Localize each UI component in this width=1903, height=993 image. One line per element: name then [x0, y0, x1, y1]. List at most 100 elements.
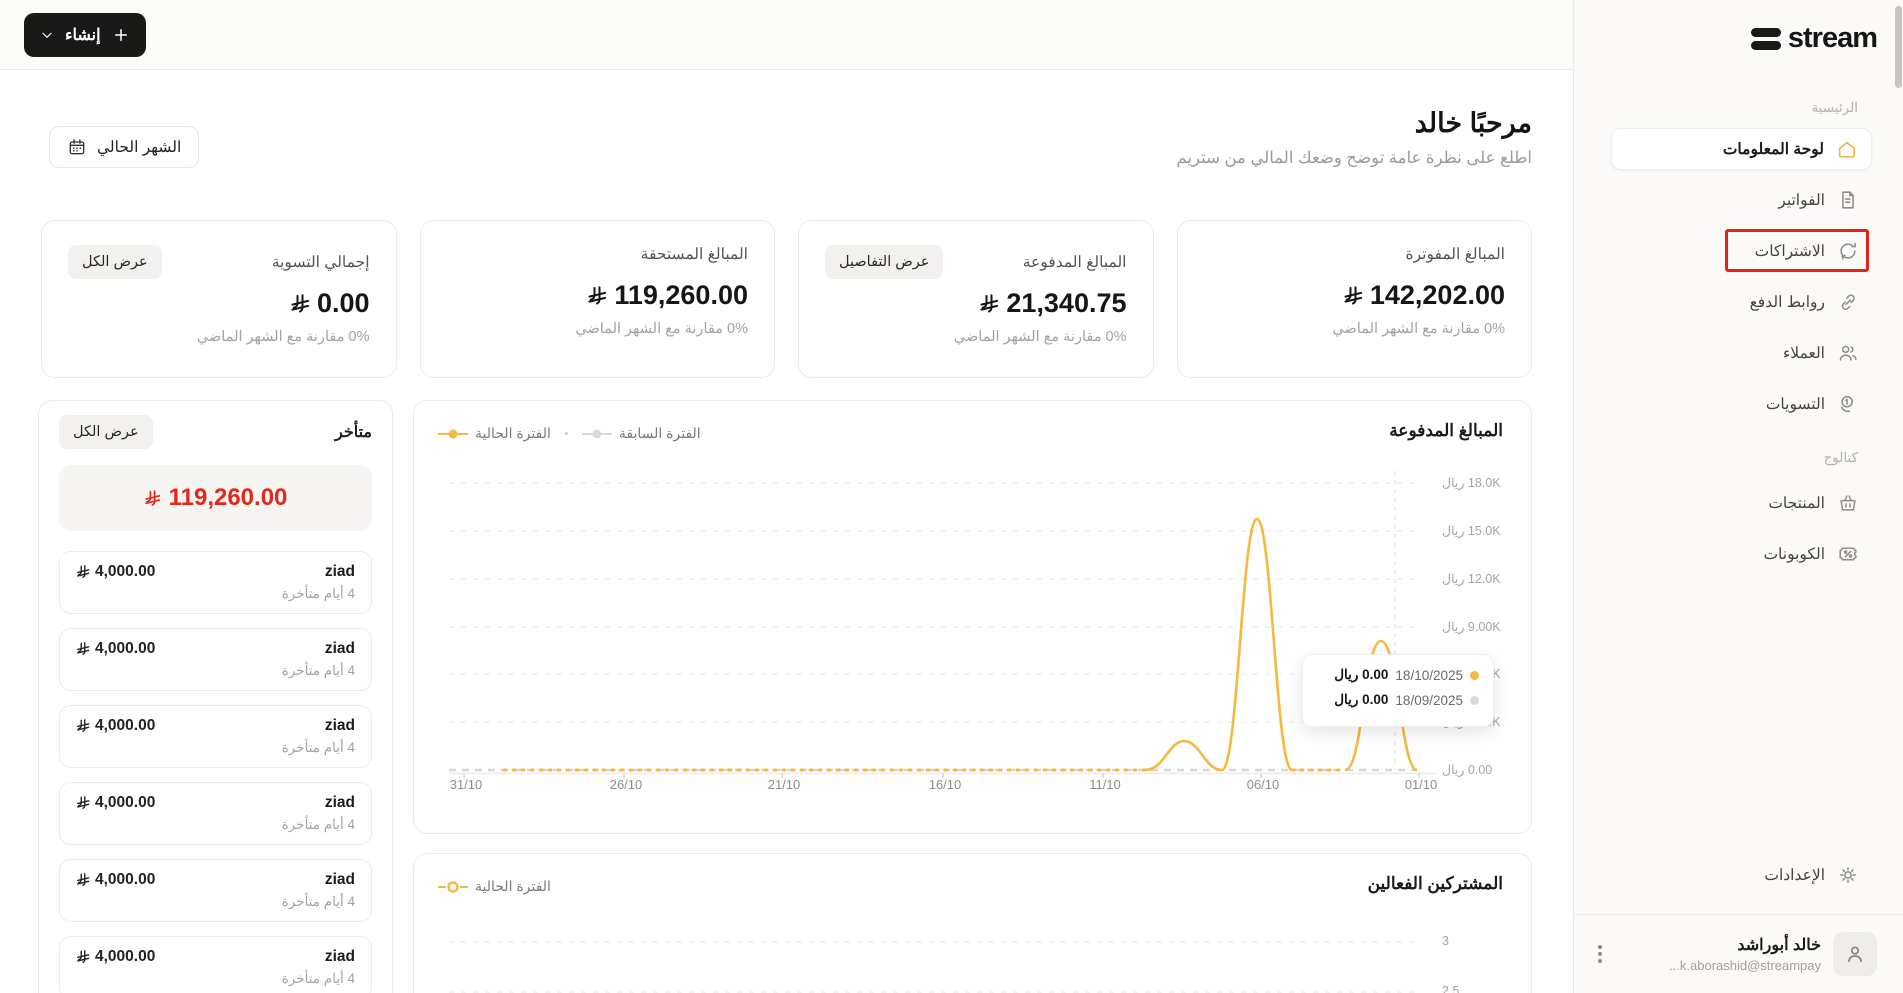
overdue-list-item[interactable]: ziad 4,000.00 4 أيام متأخرة — [59, 551, 372, 614]
sidebar-item-dashboard[interactable]: لوحة المعلومات — [1611, 128, 1872, 170]
y-tick-label: 15.0K ريال — [1442, 524, 1501, 538]
riyal-symbol-icon — [290, 294, 310, 314]
link-icon — [1841, 294, 1855, 310]
user-profile-row[interactable]: خالد أبوراشد ...k.aborashid@streampay — [1592, 926, 1877, 982]
customer-name: ziad — [324, 640, 355, 657]
settlements-coin-icon — [1840, 395, 1853, 413]
overdue-amount: 4,000.00 — [76, 640, 155, 658]
series-dot-current — [1470, 670, 1479, 680]
paid-amounts-line-chart — [449, 471, 1436, 778]
view-details-button[interactable]: عرض التفاصيل — [825, 245, 944, 279]
legend-item-current[interactable]: الفترة الحالية — [438, 425, 551, 442]
sidebar-item-label: الفواتير — [1778, 191, 1825, 209]
refresh-cycle-icon — [1840, 242, 1856, 260]
overdue-days: 4 أيام متأخرة — [281, 894, 355, 909]
scrollbar-thumb[interactable] — [1895, 6, 1902, 88]
customers-icon — [1839, 345, 1857, 361]
chevron-down-icon — [42, 32, 52, 39]
stream-logo-icon — [1750, 27, 1781, 50]
overdue-days: 4 أيام متأخرة — [281, 740, 355, 755]
sidebar-nav-settings: الإعدادات — [1611, 854, 1872, 905]
sidebar-item-label: لوحة المعلومات — [1722, 140, 1824, 158]
sidebar-item-settings[interactable]: الإعدادات — [1611, 854, 1872, 896]
person-icon — [1848, 946, 1862, 963]
stat-compare: 0% مقارنة مع الشهر الماضي — [196, 329, 370, 345]
overdue-days: 4 أيام متأخرة — [281, 586, 355, 601]
chart-title: المبالغ المدفوعة — [1389, 421, 1503, 440]
stat-compare: 0% مقارنة مع الشهر الماضي — [575, 321, 748, 337]
riyal-symbol-icon — [76, 950, 90, 964]
customer-name: ziad — [324, 563, 355, 580]
tooltip-row: 18/10/2025 0.00 ريال — [1317, 667, 1479, 683]
y-tick-label: 3 — [1442, 934, 1449, 948]
user-email: ...k.aborashid@streampay — [1669, 958, 1821, 973]
create-button[interactable]: إنشاء — [24, 13, 146, 57]
brand-logo: stream — [1750, 22, 1878, 55]
legend-item-previous[interactable]: الفترة السابقة — [581, 425, 701, 442]
y-tick-label: 12.0K ريال — [1442, 572, 1501, 586]
overdue-list-item[interactable]: ziad 4,000.00 4 أيام متأخرة — [59, 782, 372, 845]
overdue-list-item[interactable]: ziad 4,000.00 4 أيام متأخرة — [59, 628, 372, 691]
period-filter-button[interactable]: الشهر الحالي — [49, 126, 200, 168]
y-tick-label: 18.0K ريال — [1442, 476, 1501, 490]
sidebar-item-label: المنتجات — [1768, 494, 1825, 512]
overdue-title: متأخر — [335, 424, 372, 441]
sidebar-section-main: الرئيسية — [1811, 100, 1859, 115]
x-tick-label: 21/10 — [767, 777, 801, 792]
plus-icon — [114, 29, 127, 41]
sidebar-item-customers[interactable]: العملاء — [1611, 332, 1872, 374]
chart-legend: الفترة الحالية الفترة السابقة — [438, 425, 701, 442]
user-menu-button[interactable] — [1598, 945, 1602, 963]
sidebar-item-coupons[interactable]: الكوبونات — [1611, 533, 1872, 575]
stat-cards-row: المبالغ المفوترة 142,202.00 0% مقارنة مع… — [41, 220, 1532, 378]
x-tick-label: 16/10 — [928, 777, 962, 792]
overdue-days: 4 أيام متأخرة — [281, 663, 355, 678]
y-tick-label: 2.5 — [1442, 984, 1460, 993]
customer-name: ziad — [324, 948, 355, 965]
legend-separator — [564, 432, 568, 435]
x-tick-label: 31/10 — [449, 777, 483, 792]
stat-value: 142,202.00 — [1204, 280, 1505, 311]
overdue-list-item[interactable]: ziad 4,000.00 4 أيام متأخرة — [59, 936, 372, 993]
sidebar-section-catalog: كتالوج — [1823, 450, 1858, 465]
stat-card-invoiced: المبالغ المفوترة 142,202.00 0% مقارنة مع… — [1176, 220, 1532, 378]
overdue-list-item[interactable]: ziad 4,000.00 4 أيام متأخرة — [59, 705, 372, 768]
page-subtitle: اطلع على نظرة عامة توضح وضعك المالي من س… — [1176, 149, 1532, 167]
overdue-amount: 4,000.00 — [76, 871, 155, 889]
legend-item-current[interactable]: الفترة الحالية — [438, 878, 551, 895]
legend-marker-current — [438, 880, 468, 893]
stat-title: المبالغ المستحقة — [640, 246, 748, 263]
riyal-symbol-icon — [76, 719, 90, 733]
calendar-icon — [69, 139, 85, 155]
stat-title: المبالغ المفوترة — [1405, 246, 1506, 263]
stat-title: المبالغ المدفوعة — [1022, 253, 1127, 271]
sidebar-item-settlements[interactable]: التسويات — [1611, 383, 1872, 425]
chart-legend: الفترة الحالية — [438, 878, 551, 895]
sidebar: stream الرئيسية لوحة المعلومات الفواتير … — [1573, 0, 1903, 993]
sidebar-item-invoices[interactable]: الفواتير — [1611, 179, 1872, 221]
sidebar-item-label: العملاء — [1782, 344, 1825, 362]
view-all-button[interactable]: عرض الكل — [68, 245, 162, 279]
sidebar-item-label: الكوبونات — [1763, 545, 1825, 563]
riyal-symbol-icon — [76, 642, 90, 656]
riyal-symbol-icon — [76, 565, 90, 579]
overdue-amount: 4,000.00 — [76, 948, 155, 966]
overdue-amount: 4,000.00 — [76, 794, 155, 812]
sidebar-nav-catalog: المنتجات الكوبونات — [1611, 482, 1872, 584]
y-tick-label: 0.00 ريال — [1442, 763, 1493, 777]
tooltip-value: 0.00 ريال — [1334, 692, 1389, 707]
paid-amounts-chart-card: المبالغ المدفوعة الفترة الحالية الفترة ا — [413, 400, 1532, 834]
tooltip-date: 18/10/2025 — [1395, 667, 1463, 683]
sidebar-item-products[interactable]: المنتجات — [1611, 482, 1872, 524]
welcome-block: مرحبًا خالد اطلع على نظرة عامة توضح وضعك… — [1176, 108, 1532, 168]
overdue-list-item[interactable]: ziad 4,000.00 4 أيام متأخرة — [59, 859, 372, 922]
sidebar-item-subscriptions[interactable]: الاشتراكات — [1611, 229, 1872, 272]
series-dot-previous — [1470, 695, 1479, 705]
user-name: خالد أبوراشد — [1737, 937, 1821, 954]
stat-card-settlement-total: إجمالي التسوية عرض الكل 0.00 0% مقارنة م… — [41, 220, 397, 378]
overdue-view-all-button[interactable]: عرض الكل — [59, 415, 153, 449]
create-button-label: إنشاء — [65, 27, 101, 44]
overdue-amount: 4,000.00 — [76, 717, 155, 735]
sidebar-item-payment-links[interactable]: روابط الدفع — [1611, 281, 1872, 323]
